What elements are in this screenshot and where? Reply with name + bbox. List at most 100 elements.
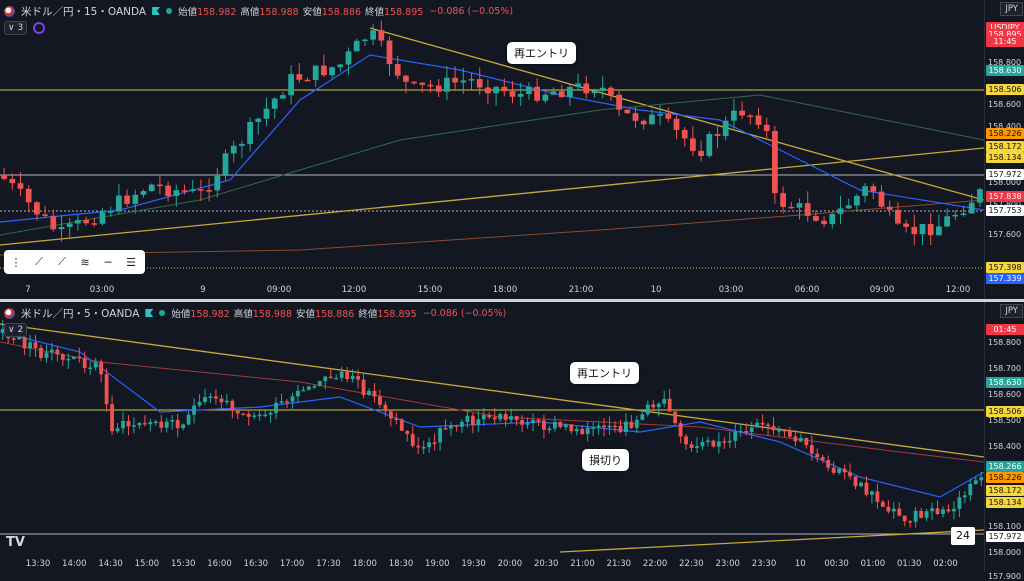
price-tick: 158.600 [988, 100, 1022, 109]
candle-body [121, 420, 125, 429]
ohlc-values: 始値158.982 高値158.988 安値158.886 終値158.895 [178, 4, 423, 18]
candle-body [219, 398, 224, 403]
currency-selector[interactable]: JPY [1000, 2, 1023, 16]
candle-body [531, 419, 535, 424]
indicator-ring-icon[interactable] [33, 22, 46, 34]
currency-selector[interactable]: JPY [1000, 304, 1023, 318]
candle-body [372, 390, 377, 397]
bookmark-icon[interactable] [145, 309, 154, 317]
candle-body [766, 424, 770, 427]
candle-body [777, 430, 781, 432]
candle-body [222, 153, 229, 176]
price-label: 157.972 [986, 169, 1024, 180]
candle-body [460, 80, 467, 83]
trendline-icon[interactable]: ⟋ [35, 255, 43, 268]
parallel-channel-icon[interactable]: ☰ [126, 255, 136, 269]
ohlc-value: 158.982 [197, 7, 237, 18]
fib-icon[interactable]: ≋ [80, 255, 90, 269]
candle-body [468, 79, 475, 81]
time-axis-5min[interactable]: 13:30 14:00 14:30 15:00 15:30 16:00 16:30 17:00… [0, 558, 984, 572]
collapse-indicators-button[interactable]: ∨ 3 [4, 21, 28, 35]
legend-15min: 米ドル／円・15・OANDA 始値158.982 高値158.988 安値158.8… [4, 3, 513, 19]
price-tick: 158.400 [988, 122, 1022, 131]
reentry-callout[interactable]: 再エントリ [570, 362, 639, 384]
symbol-title[interactable]: 米ドル／円・15・OANDA [21, 5, 147, 18]
candle-body [279, 401, 284, 403]
candle-body [804, 203, 811, 216]
chart-pane-5min[interactable]: 米ドル／円・5・OANDA 始値158.982 高値158.988 安値158.88… [0, 302, 1024, 581]
time-tick: 16:30 [243, 559, 269, 569]
symbol-title[interactable]: 米ドル／円・5・OANDA [21, 307, 140, 320]
price-scale-15min[interactable]: JPY 159.000158.800158.600158.400158.2001… [984, 0, 1024, 300]
candle-body [28, 342, 32, 349]
candle-body [755, 422, 760, 428]
candle-body [580, 428, 585, 435]
candle-body [657, 114, 663, 116]
candle-body [667, 398, 672, 412]
candle-body [744, 430, 749, 433]
candle-body [454, 425, 459, 427]
time-tick: 09:00 [266, 285, 292, 295]
candle-body [525, 423, 530, 425]
drag-handle-icon[interactable]: ⋮ [10, 255, 22, 269]
candle-body [481, 414, 486, 420]
candle-body [271, 98, 278, 109]
candlestick-chart-15min[interactable] [0, 0, 984, 300]
candle-body [919, 224, 926, 235]
ma-long [0, 94, 984, 236]
time-tick: 16:00 [207, 559, 232, 569]
candlestick-chart-5min[interactable] [0, 302, 984, 572]
candle-body [542, 94, 549, 101]
candle-body [968, 202, 975, 214]
candle-body [930, 508, 934, 512]
plot-area-5min[interactable] [0, 302, 984, 572]
candle-body [936, 226, 942, 236]
ohlc-label: 終値 [365, 7, 385, 18]
time-tick: 23:30 [751, 559, 777, 569]
candle-body [82, 357, 87, 368]
time-tick: 21:30 [606, 559, 632, 569]
candle-body [263, 108, 270, 119]
candle-body [405, 430, 410, 435]
candle-body [362, 39, 368, 42]
chart-pane-15min[interactable]: 米ドル／円・15・OANDA 始値158.982 高値158.988 安値158.8… [0, 0, 1024, 300]
candle-body [126, 420, 131, 427]
time-tick: 23:00 [715, 559, 740, 569]
candle-body [124, 195, 130, 204]
time-tick: 12:00 [341, 285, 367, 295]
price-label: 158.134 [986, 152, 1024, 163]
price-scale-5min[interactable]: JPY 158.800 158.700 158.600 158.500 158.400 1… [984, 302, 1024, 581]
time-axis-15min[interactable]: 7 03:00 9 09:00 12:00 15:00 18:00 21:00 10 03:00 0… [0, 284, 984, 298]
collapse-indicators-button[interactable]: ∨ 2 [4, 323, 28, 337]
price-label: 158.630 [986, 377, 1024, 388]
candle-body [763, 124, 770, 131]
candle-body [714, 134, 721, 137]
candle-body [624, 421, 628, 433]
time-tick: 19:00 [425, 559, 450, 569]
candle-body [476, 419, 481, 426]
candle-body [547, 428, 552, 431]
candle-body [665, 114, 672, 119]
candle-body [977, 189, 983, 203]
reentry-callout[interactable]: 再エントリ [507, 42, 576, 64]
candle-body [263, 414, 268, 417]
candle-body [804, 437, 809, 446]
pane-separator[interactable] [0, 299, 1024, 302]
candle-body [837, 468, 842, 473]
candle-body [520, 420, 524, 425]
candle-body [731, 110, 737, 121]
candle-body [247, 121, 253, 144]
plot-area-15min[interactable] [0, 0, 984, 300]
candle-body [678, 423, 683, 437]
candle-body [306, 386, 311, 390]
candle-body [514, 416, 519, 421]
ray-icon[interactable]: ⟋ [58, 255, 66, 268]
candle-body [886, 206, 893, 210]
candle-body [317, 380, 322, 386]
bookmark-icon[interactable] [152, 7, 161, 15]
candle-body [192, 405, 196, 415]
price-label: 158.506 [986, 406, 1024, 417]
candle-body [165, 185, 171, 196]
horizontal-ray-icon[interactable]: ─ [104, 255, 112, 269]
stop-loss-callout[interactable]: 損切り [582, 449, 629, 471]
